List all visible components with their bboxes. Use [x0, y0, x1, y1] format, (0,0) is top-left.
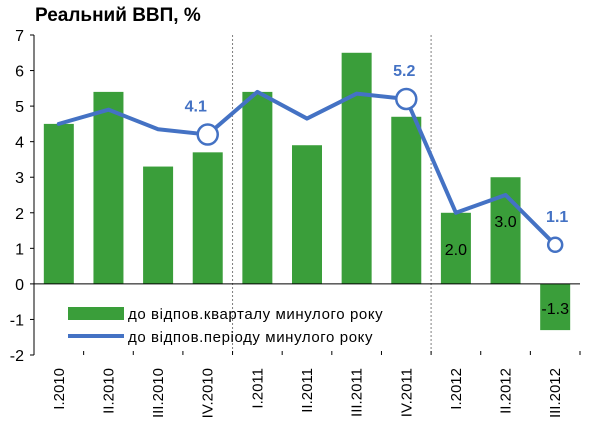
- bar-II.2011: [292, 145, 322, 284]
- x-tick-label: III.2010: [150, 368, 167, 418]
- line-data-label: 4.1: [185, 99, 207, 116]
- y-tick-label: 0: [15, 277, 24, 294]
- y-tick-label: 3: [15, 170, 24, 187]
- y-tick-label: -1: [10, 312, 24, 329]
- year-separators: [232, 35, 432, 355]
- line-data-label: 5.2: [393, 63, 415, 80]
- bar-I.2011: [242, 91, 273, 284]
- x-tick-label: IV.2010: [200, 368, 217, 418]
- x-tick-label: III.2011: [349, 368, 366, 417]
- legend: до відпов.кварталу минулого року до відпо…: [68, 306, 383, 346]
- y-tick-label: -2: [10, 348, 24, 365]
- axes: [33, 35, 580, 355]
- y-axis-ticks: -2 -1 0 1 2 3 4 5 6 7: [10, 28, 34, 365]
- bar-IV.2010: [192, 152, 223, 284]
- y-tick-label: 6: [15, 64, 24, 81]
- legend-bar-label: до відпов.кварталу минулого року: [128, 306, 383, 323]
- bar-I.2012: [440, 212, 471, 284]
- line-marker: [196, 123, 219, 146]
- line-data-label: 1.1: [546, 209, 568, 226]
- line-series: [56, 87, 564, 254]
- bar-I.2010: [43, 123, 74, 284]
- x-tick-label: I.2011: [249, 368, 266, 409]
- x-tick-label: III.2012: [547, 368, 564, 418]
- bar-IV.2011: [391, 116, 422, 284]
- bar-III.2012: [540, 283, 571, 331]
- line-marker: [395, 87, 418, 111]
- x-axis-ticks: I.2010 II.2010 III.2010 IV.2010 I.2011 II.201…: [33, 351, 581, 418]
- x-tick-label: II.2012: [498, 368, 515, 414]
- y-tick-label: 1: [15, 241, 24, 258]
- chart-title: Реальний ВВП, %: [35, 5, 201, 26]
- bar-III.2011: [341, 52, 372, 284]
- data-labels: 2.0 3.0 -1.3 4.1 5.2 1.1: [185, 63, 569, 318]
- bar-data-label: 3.0: [494, 214, 516, 231]
- y-tick-label: 5: [15, 99, 24, 116]
- legend-line-label: до відпов.періоду минулого року: [128, 329, 373, 346]
- x-tick-label: II.2011: [299, 368, 316, 413]
- bar-II.2010: [93, 91, 124, 284]
- line-marker: [546, 236, 564, 254]
- y-tick-label: 7: [15, 28, 24, 45]
- legend-bar-swatch: [68, 307, 124, 320]
- bar-III.2010: [143, 166, 174, 284]
- x-tick-label: IV.2011: [398, 368, 415, 417]
- bar-series: [43, 52, 571, 331]
- x-tick-label: II.2010: [100, 368, 117, 414]
- y-tick-label: 2: [15, 206, 24, 223]
- y-tick-label: 4: [15, 135, 24, 152]
- bar-data-label: 2.0: [445, 242, 467, 259]
- bar-data-label: -1.3: [541, 301, 569, 318]
- x-tick-label: I.2010: [51, 368, 68, 410]
- x-tick-label: I.2012: [448, 368, 465, 410]
- line-path: [56, 89, 558, 247]
